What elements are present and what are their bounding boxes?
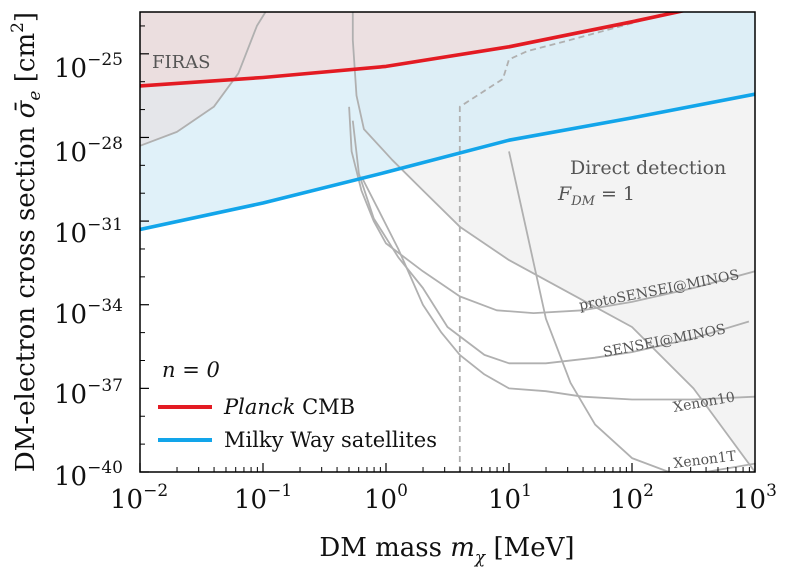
x-tick-label-3: 100 — [364, 481, 408, 515]
x-tick-label-2: 10−1 — [234, 481, 292, 515]
lines-layer — [140, 12, 755, 472]
fills-layer — [140, 12, 755, 472]
y-tick-label-6: 10−40 — [54, 458, 123, 492]
x-tick-label-4: 101 — [488, 481, 532, 515]
legend-title: n = 0 — [162, 358, 220, 382]
ticks-layer — [139, 25, 756, 473]
y-axis-title: DM-electron cross section σ̄e [cm2] — [8, 12, 45, 472]
legend-label-planck: Planck CMB — [223, 395, 355, 419]
firas-region — [140, 12, 266, 146]
annotation-fdm-var: F — [557, 183, 572, 205]
y-tick-label-4: 10−34 — [54, 296, 123, 330]
line-milky-way-satellites — [140, 92, 755, 232]
curve-direct-detection-boundary — [351, 12, 755, 472]
x-axis-title: DM mass mχ [MeV] — [319, 533, 574, 568]
y-tick-label-5: 10−37 — [54, 376, 123, 410]
y-tick-label-2: 10−28 — [54, 134, 123, 168]
line-planck-cmb — [140, 12, 687, 88]
curve-firas — [140, 12, 267, 147]
curve-sensei-minos — [351, 120, 750, 365]
legend: n = 0 Planck CMB Milky Way satellites — [158, 358, 437, 452]
annotation-fdm-suffix: = 1 — [595, 183, 635, 205]
annotation-fdm: FDM = 1 — [557, 183, 635, 209]
annotation-direct-detection: Direct detection — [570, 157, 726, 179]
x-tick-label-1: 10−2 — [110, 481, 168, 515]
y-tick-label-1: 10−25 — [54, 50, 123, 84]
annotation-xenon1t: Xenon1T — [673, 448, 738, 472]
y-tick-label-3: 10−31 — [54, 215, 123, 249]
annotation-fdm-sub: DM — [570, 194, 595, 209]
curve-direct-detection-dashed- — [458, 12, 670, 472]
planck-region — [140, 12, 678, 86]
x-tick-labels: 10−2 10−1 100 101 102 103 — [110, 481, 777, 515]
plot-frame — [139, 11, 756, 473]
legend-label-mw: Milky Way satellites — [224, 428, 437, 452]
curve-protosensei-minos — [348, 106, 755, 315]
x-tick-label-6: 103 — [733, 481, 777, 515]
x-tick-label-5: 102 — [610, 481, 654, 515]
curve-xenon10 — [360, 176, 755, 401]
annotation-firas: FIRAS — [152, 52, 210, 73]
curve-xenon1t — [508, 151, 755, 472]
y-tick-labels: 10−25 10−28 10−31 10−34 10−37 10−40 — [54, 50, 123, 492]
